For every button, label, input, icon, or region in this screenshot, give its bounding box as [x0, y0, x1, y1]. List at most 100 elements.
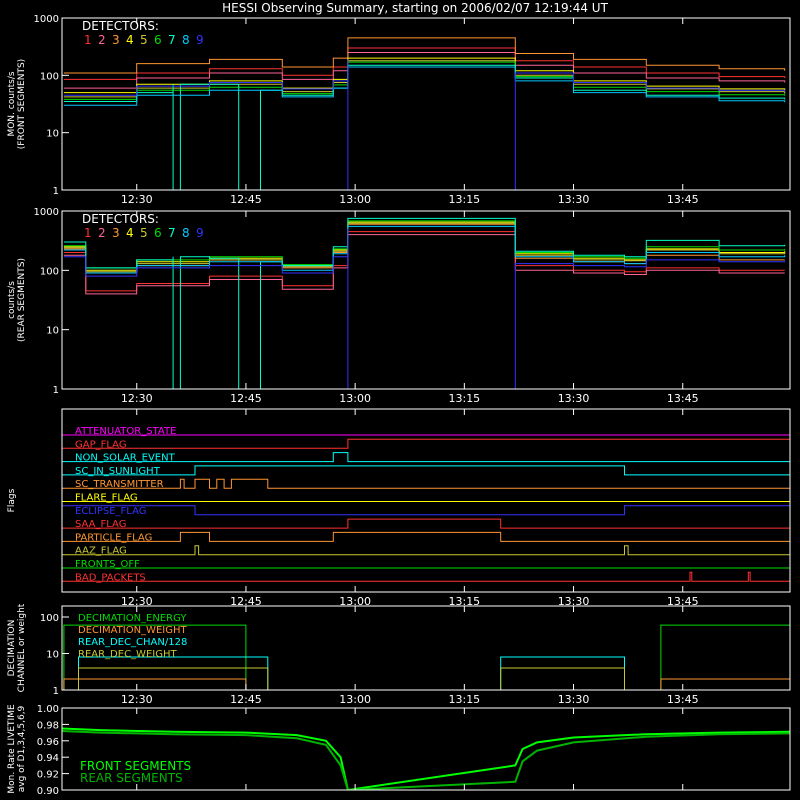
- front-legend-item: 5: [140, 33, 148, 47]
- front-ytick-label: 1000: [34, 14, 59, 25]
- livetime-ylabel: avg of D1,3,4,5,6,9: [17, 705, 27, 792]
- rear-legend-item: 8: [182, 226, 190, 240]
- decimation-ytick-label: 100: [40, 613, 59, 624]
- rear-time-label: 12:45: [230, 392, 262, 405]
- flag-label: BAD_PACKETS: [75, 572, 146, 583]
- flag-label: AAZ_FLAG: [75, 546, 127, 557]
- rear-ytick-label: 100: [40, 266, 59, 277]
- rear-ytick-label: 10: [46, 326, 59, 337]
- rear-legend-item: 5: [140, 226, 148, 240]
- rear-legend-title: DETECTORS:: [82, 212, 159, 226]
- livetime-ytick-label: 0.90: [37, 786, 59, 797]
- livetime-legend-item: FRONT SEGMENTS: [80, 759, 191, 773]
- flag-label: SAA_FLAG: [75, 519, 126, 530]
- decimation-ytick-label: 1: [53, 686, 59, 697]
- flag-line-sc-in-sunlight: [62, 465, 790, 476]
- flags-frame: [61, 408, 791, 593]
- front-legend-item: 1: [84, 33, 92, 47]
- flag-label: ECLIPSE_FLAG: [75, 506, 146, 517]
- front-legend-item: 3: [112, 33, 120, 47]
- decimation-legend-item: DECIMATION_WEIGHT: [78, 625, 187, 636]
- front-time-label: 13:15: [448, 193, 480, 206]
- front-series-9: [63, 59, 786, 191]
- decimation-legend-item: REAR_DEC_CHAN/128: [78, 637, 187, 648]
- livetime-ylabel: Mon. Rate LIVETIME: [7, 704, 17, 794]
- flags-time-label: 13:15: [448, 595, 480, 608]
- rear-legend-item: 6: [154, 226, 162, 240]
- rear-legend-item: 9: [196, 226, 204, 240]
- livetime-ytick-label: 0.96: [37, 737, 59, 748]
- flag-line-non-solar-event: [62, 452, 790, 463]
- front-legend-title: DETECTORS:: [82, 19, 159, 33]
- flag-line-eclipse-flag: [61, 505, 791, 516]
- rear-legend-item: 4: [126, 226, 134, 240]
- livetime-series-front-segments: [62, 727, 790, 790]
- rear-legend-item: 1: [84, 226, 92, 240]
- front-legend-item: 2: [98, 33, 106, 47]
- livetime-ytick-label: 0.98: [37, 720, 59, 731]
- front-time-label: 13:45: [667, 193, 699, 206]
- rear-time-label: 13:30: [558, 392, 590, 405]
- livetime-ytick-label: 0.92: [37, 770, 59, 781]
- front-legend-item: 4: [126, 33, 134, 47]
- front-frame: [61, 17, 791, 191]
- rear-series-8: [63, 225, 786, 274]
- flag-label: GAP_FLAG: [75, 439, 127, 450]
- decimation-frame: [61, 605, 791, 691]
- rear-ylabel: counts/s: [7, 281, 17, 319]
- livetime-frame: [61, 707, 791, 791]
- flag-line-particle-flag: [62, 531, 790, 542]
- front-time-label: 12:30: [121, 193, 153, 206]
- front-ylabel: (FRONT SEGMENTS): [17, 59, 27, 149]
- rear-legend-item: 2: [98, 226, 106, 240]
- flag-label: FLARE_FLAG: [75, 493, 138, 504]
- rear-time-label: 13:45: [667, 392, 699, 405]
- flag-line-saa-flag: [62, 518, 790, 529]
- flags-time-label: 13:30: [558, 595, 590, 608]
- decimation-time-label: 13:00: [339, 693, 371, 706]
- rear-ytick-label: 1000: [34, 207, 59, 218]
- flags-time-label: 13:45: [667, 595, 699, 608]
- livetime-series-rear-segments: [62, 730, 790, 790]
- flag-label: SC_IN_SUNLIGHT: [75, 466, 161, 477]
- chart-title: HESSI Observing Summary, starting on 200…: [222, 1, 608, 15]
- rear-time-label: 13:00: [339, 392, 371, 405]
- rear-legend-item: 7: [168, 226, 176, 240]
- rear-frame: [61, 210, 791, 390]
- decimation-legend-item: DECIMATION_ENERGY: [78, 613, 187, 624]
- livetime-ytick-label: 0.94: [37, 753, 59, 764]
- front-legend-item: 8: [182, 33, 190, 47]
- front-ytick-label: 10: [46, 129, 59, 140]
- flag-label: PARTICLE_FLAG: [75, 532, 152, 543]
- flags-time-label: 13:00: [339, 595, 371, 608]
- rear-time-label: 13:15: [448, 392, 480, 405]
- flags-time-label: 12:45: [230, 595, 262, 608]
- rear-ylabel: (REAR SEGMENTS): [17, 258, 27, 342]
- flag-label: ATTENUATOR_STATE: [75, 426, 176, 437]
- flag-label: NON_SOLAR_EVENT: [75, 453, 176, 464]
- decimation-time-label: 13:30: [558, 693, 590, 706]
- flag-line-sc-transmitter: [62, 478, 790, 489]
- flags-ylabel: Flags: [7, 488, 17, 512]
- flag-label: FRONTS_OFF: [75, 559, 140, 570]
- decimation-ylabel: CHANNEL or weight: [17, 603, 27, 692]
- flag-line-bad-packets: [62, 571, 790, 582]
- flags-time-label: 12:30: [121, 595, 153, 608]
- decimation-ylabel: DECIMATION: [7, 620, 17, 677]
- livetime-legend-item: REAR SEGMENTS: [80, 771, 183, 785]
- decimation-legend-item: REAR_DEC_WEIGHT: [78, 649, 177, 660]
- front-ytick-label: 1: [53, 186, 59, 197]
- flag-line-aaz-flag: [62, 545, 790, 556]
- decimation-time-label: 12:30: [121, 693, 153, 706]
- front-ytick-label: 100: [40, 71, 59, 82]
- front-time-label: 13:00: [339, 193, 371, 206]
- front-ylabel: MON. counts/s: [7, 71, 17, 136]
- decimation-ytick-label: 10: [46, 649, 59, 660]
- rear-series-9: [63, 228, 786, 390]
- front-legend-item: 6: [154, 33, 162, 47]
- livetime-ytick-label: 1.00: [37, 704, 59, 715]
- decimation-time-label: 13:15: [448, 693, 480, 706]
- rear-time-label: 12:30: [121, 392, 153, 405]
- front-time-label: 12:45: [230, 193, 262, 206]
